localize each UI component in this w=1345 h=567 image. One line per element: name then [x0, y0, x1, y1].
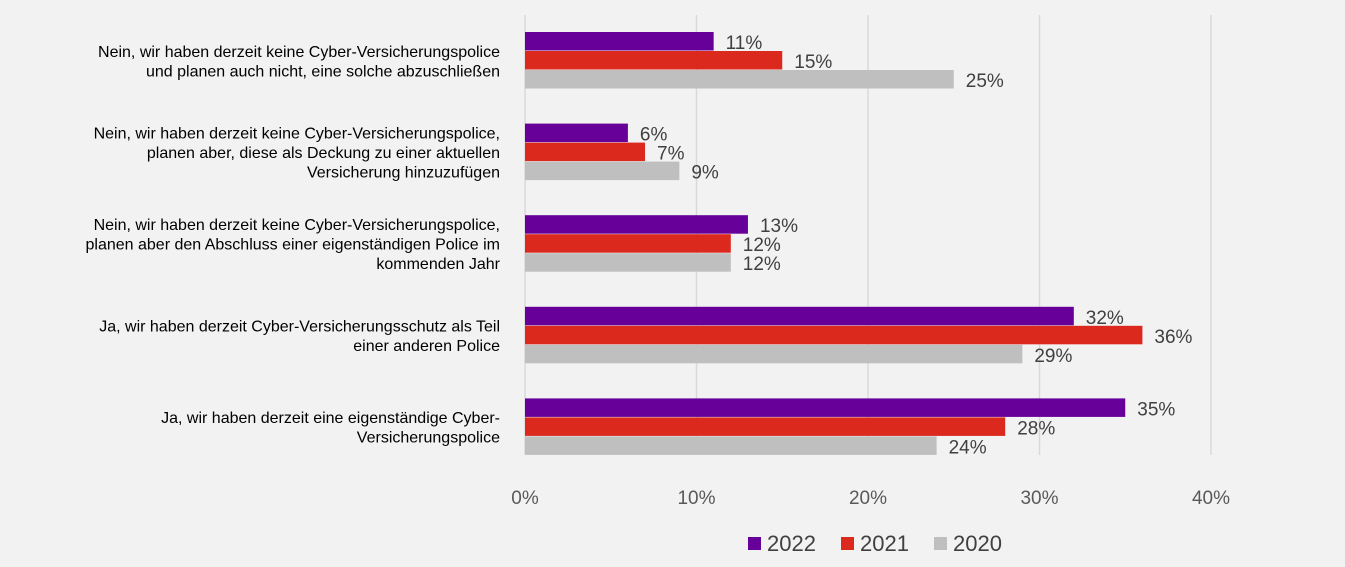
- bar-2022: [525, 306, 1074, 326]
- data-label: 12%: [743, 254, 781, 275]
- data-label: 15%: [794, 52, 832, 73]
- legend-swatch-2020: [934, 537, 947, 550]
- bar-2020: [525, 344, 1023, 364]
- bar-2021: [525, 234, 731, 253]
- bar-2022: [525, 215, 748, 234]
- legend-label: 2020: [953, 531, 1002, 556]
- legend-swatch-2021: [841, 537, 854, 550]
- data-label: 29%: [1034, 346, 1072, 367]
- category-label-line: und planen auch nicht, eine solche abzus…: [146, 63, 500, 80]
- data-label: 25%: [966, 71, 1004, 92]
- legend-label: 2021: [860, 531, 909, 556]
- bar-2021: [525, 325, 1143, 345]
- category-label: Nein, wir haben derzeit keine Cyber-Vers…: [94, 126, 500, 182]
- legend-swatch-2022: [748, 537, 761, 550]
- category-label: Nein, wir haben derzeit keine Cyber-Vers…: [98, 44, 500, 81]
- x-tick-label: 30%: [1020, 488, 1058, 509]
- data-label: 32%: [1086, 308, 1124, 329]
- data-label: 24%: [949, 437, 987, 458]
- category-label-line: einer anderen Police: [353, 338, 500, 355]
- legend: 2022 2021 2020: [748, 531, 1002, 556]
- data-label: 35%: [1137, 399, 1175, 420]
- category-label-line: Nein, wir haben derzeit keine Cyber-Vers…: [98, 44, 500, 61]
- category-label: Ja, wir haben derzeit Cyber-Versicherung…: [99, 319, 500, 356]
- data-label: 36%: [1154, 327, 1192, 348]
- category-label-line: Nein, wir haben derzeit keine Cyber-Vers…: [94, 126, 500, 143]
- x-tick-label: 0%: [511, 488, 539, 509]
- x-tick-label: 40%: [1192, 488, 1230, 509]
- data-label: 9%: [691, 163, 719, 184]
- category-label: Nein, wir haben derzeit keine Cyber-Vers…: [86, 217, 501, 273]
- bar-2020: [525, 436, 937, 455]
- category-label-line: Nein, wir haben derzeit keine Cyber-Vers…: [94, 217, 500, 234]
- category-label-line: Versicherung hinzuzufügen: [307, 165, 500, 182]
- data-label: 11%: [726, 33, 763, 54]
- category-label-line: Ja, wir haben derzeit Cyber-Versicherung…: [99, 319, 500, 336]
- category-label: Ja, wir haben derzeit eine eigenständige…: [161, 410, 500, 447]
- bar-2022: [525, 398, 1126, 417]
- bar-2020: [525, 161, 680, 181]
- data-label: 13%: [760, 216, 798, 237]
- x-tick-label: 10%: [677, 488, 715, 509]
- bar-2022: [525, 32, 714, 51]
- x-axis-ticks: 0% 10% 20% 30% 40%: [511, 488, 1230, 509]
- legend-label: 2022: [767, 531, 816, 556]
- bar-2022: [525, 123, 628, 143]
- bars: 11%15%25%6%7%9%13%12%12%32%36%29%35%28%2…: [525, 32, 1193, 458]
- bar-2021: [525, 417, 1006, 436]
- category-label-line: planen aber, diese als Deckung zu einer …: [147, 145, 500, 162]
- category-label-line: Versicherungspolice: [357, 430, 500, 447]
- bar-2021: [525, 51, 783, 70]
- bar-2020: [525, 253, 731, 272]
- data-label: 7%: [657, 144, 685, 165]
- data-label: 28%: [1017, 418, 1055, 439]
- bar-2020: [525, 70, 954, 89]
- category-labels: Nein, wir haben derzeit keine Cyber-Vers…: [86, 44, 501, 447]
- x-tick-label: 20%: [849, 488, 887, 509]
- category-label-line: kommenden Jahr: [376, 256, 500, 273]
- category-label-line: planen aber den Abschluss einer eigenstä…: [86, 237, 501, 254]
- bar-2021: [525, 142, 646, 162]
- data-label: 6%: [640, 125, 668, 146]
- data-label: 12%: [743, 235, 781, 256]
- category-label-line: Ja, wir haben derzeit eine eigenständige…: [161, 410, 500, 427]
